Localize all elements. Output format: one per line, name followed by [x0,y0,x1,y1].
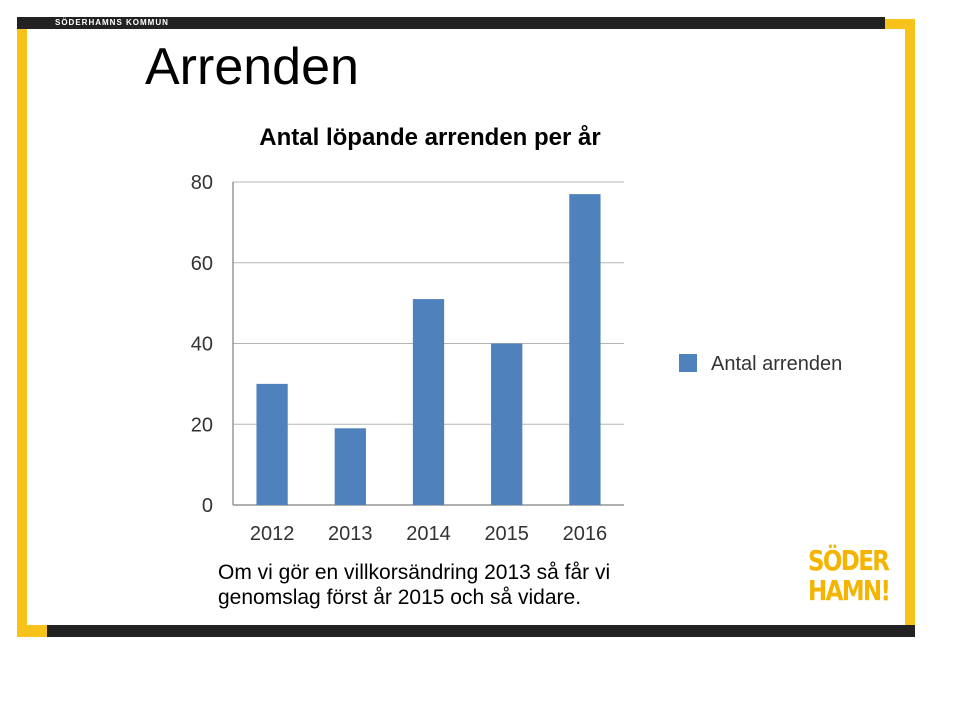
x-tick-label: 2014 [406,523,451,545]
bar-2015 [491,343,523,505]
bar-2013 [334,428,366,505]
legend: Antal arrenden [679,353,842,375]
legend-label: Antal arrenden [711,353,842,375]
frame-bottom-bar [47,625,915,637]
soderhamn-logo: SÖDER HAMN! [808,544,891,614]
logo-line-1: SÖDER [808,544,890,577]
y-tick-labels: 0 20 40 60 80 [191,172,213,517]
x-tick-label: 2013 [328,523,373,545]
slide-title: Arrenden [145,38,359,96]
frame-top-bar [17,17,885,29]
x-tick-label: 2012 [250,523,295,545]
logo-line-2: HAMN! [808,574,891,607]
brand-name: SÖDERHAMNS KOMMUN [55,18,169,27]
slide-content-area [27,29,905,625]
x-tick-label: 2016 [563,523,608,545]
y-tick-label: 40 [191,334,213,356]
y-tick-label: 20 [191,414,213,436]
chart-title: Antal löpande arrenden per år [259,124,600,151]
x-tick-label: 2015 [484,523,529,545]
bar-2016 [569,194,601,506]
y-tick-label: 80 [191,172,213,194]
bar-2012 [256,383,288,505]
x-tick-labels: 2012 2013 2014 2015 2016 [250,523,607,545]
y-tick-label: 60 [191,253,213,275]
slide-caption: Om vi gör en villkorsändring 2013 så får… [218,561,611,609]
legend-swatch [679,354,697,372]
y-tick-label: 0 [202,495,213,517]
bar-2014 [412,299,445,505]
bars [256,194,601,506]
